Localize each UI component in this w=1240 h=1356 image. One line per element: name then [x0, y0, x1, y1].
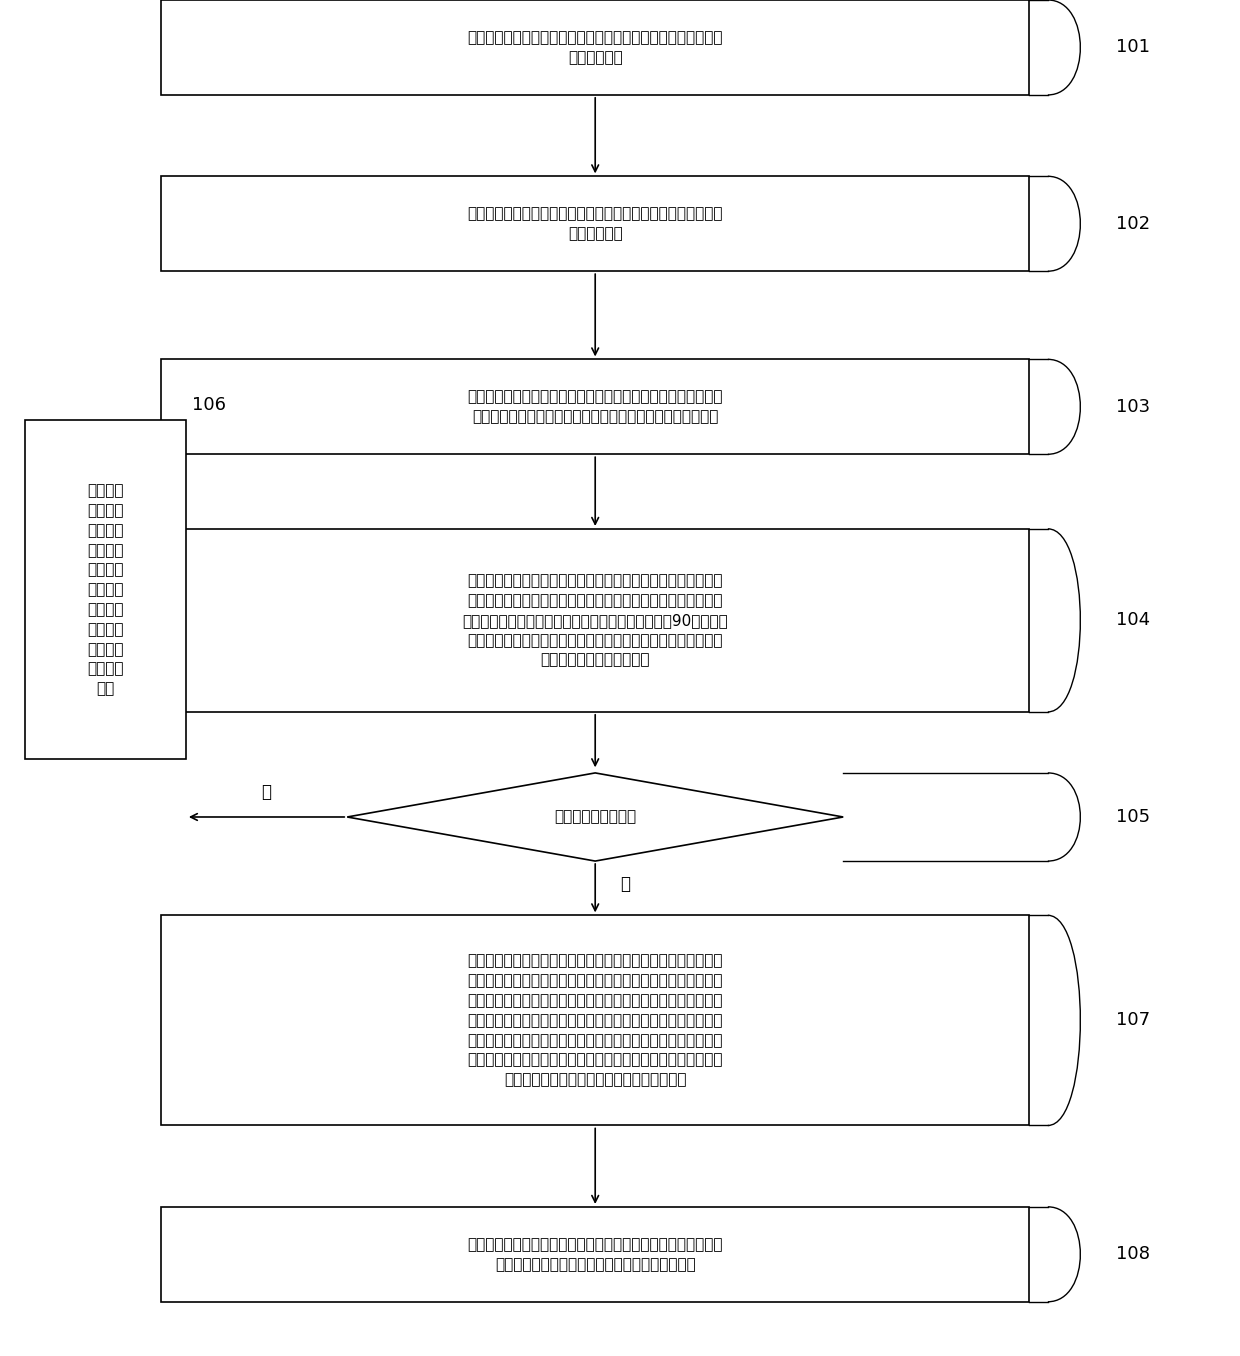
- FancyBboxPatch shape: [25, 420, 186, 759]
- Text: 108: 108: [1116, 1245, 1149, 1264]
- Text: 105: 105: [1116, 808, 1151, 826]
- FancyBboxPatch shape: [161, 176, 1029, 271]
- FancyBboxPatch shape: [161, 529, 1029, 712]
- Text: 是: 是: [262, 782, 272, 800]
- Text: 绝对值小于设定阈值: 绝对值小于设定阈值: [554, 810, 636, 824]
- Text: 确定所述被测扫描点所在的区域为凹陷区域，将所述原子力显微
镜针尖提高后对所述被测扫描点进行扫描测量，记录第一提高作
用力，继续将所述原子力显微镜针尖提高后再次对: 确定所述被测扫描点所在的区域为凹陷区域，将所述原子力显微 镜针尖提高后对所述被测…: [467, 953, 723, 1088]
- FancyBboxPatch shape: [161, 359, 1029, 454]
- Text: 否: 否: [620, 875, 630, 894]
- FancyBboxPatch shape: [161, 1207, 1029, 1302]
- Text: 101: 101: [1116, 38, 1149, 57]
- Text: 106: 106: [192, 396, 226, 414]
- Text: 根据所述原子力显微镜针尖顶点处两个不同方向的主曲率，确定
所述原子力显微镜针尖与被测物体表面之间的相互作用力函数: 根据所述原子力显微镜针尖顶点处两个不同方向的主曲率，确定 所述原子力显微镜针尖与…: [467, 389, 723, 424]
- Text: 107: 107: [1116, 1012, 1151, 1029]
- Text: 根据所述原子力显微镜针尖与凹陷区域内每个所述被测扫描点的
垂直高度，还原被测物体凹陷区域表面的几何相貌: 根据所述原子力显微镜针尖与凹陷区域内每个所述被测扫描点的 垂直高度，还原被测物体…: [467, 1237, 723, 1272]
- FancyBboxPatch shape: [161, 915, 1029, 1125]
- FancyBboxPatch shape: [161, 0, 1029, 95]
- Text: 104: 104: [1116, 612, 1151, 629]
- Text: 在被测物体表面进行扫描时，对于被测物体表面上的每个被测扫
描点，都先选取其中一个主曲率线的切线方向进行扫描测量，记
录第一作用力值，然后将所述原子力显微镜针尖旋: 在被测物体表面进行扫描时，对于被测物体表面上的每个被测扫 描点，都先选取其中一个…: [463, 574, 728, 667]
- Text: 选择任意形状的原子力显微镜针尖，并构建所述原子力显微镜针
尖的三维模型: 选择任意形状的原子力显微镜针尖，并构建所述原子力显微镜针 尖的三维模型: [467, 30, 723, 65]
- Text: 根据所述三维模型，确定所述原子力显微镜针尖顶点处两个不同
方向的主曲率: 根据所述三维模型，确定所述原子力显微镜针尖顶点处两个不同 方向的主曲率: [467, 206, 723, 241]
- Text: 103: 103: [1116, 397, 1151, 416]
- Text: 102: 102: [1116, 214, 1151, 233]
- Polygon shape: [347, 773, 843, 861]
- Text: 确定所述
被测扫描
点所在的
区域为平
整区域，
并继续扫
描，直到
每个被测
扫描点都
被扫描后
结束: 确定所述 被测扫描 点所在的 区域为平 整区域， 并继续扫 描，直到 每个被测 …: [87, 483, 124, 697]
